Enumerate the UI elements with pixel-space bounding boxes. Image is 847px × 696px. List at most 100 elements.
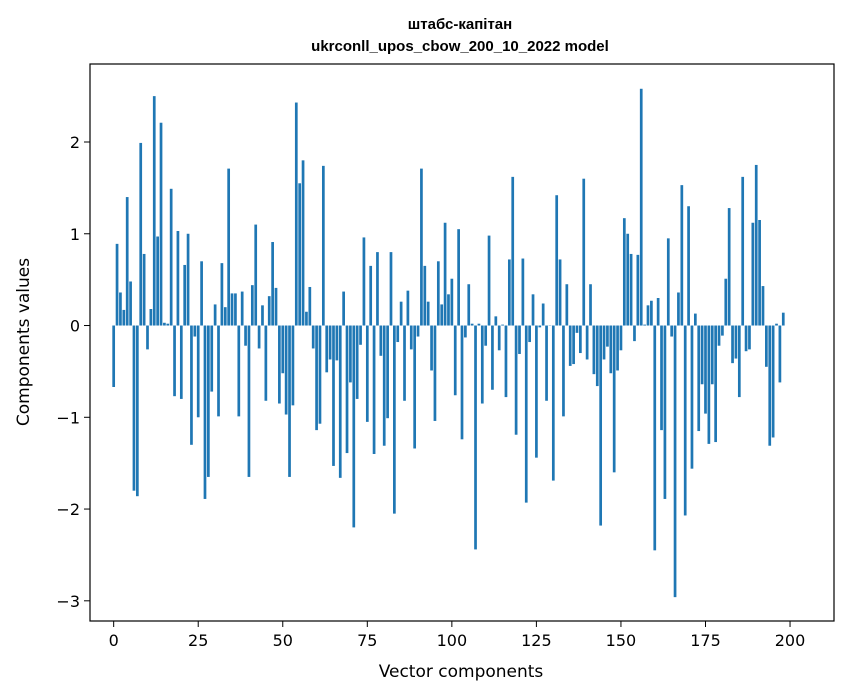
bar-158 <box>646 305 650 326</box>
bar-66 <box>335 325 339 361</box>
bar-10 <box>146 325 149 350</box>
x-tick-label: 125 <box>521 631 552 650</box>
bar-75 <box>365 325 369 422</box>
bar-194 <box>768 325 772 446</box>
bar-59 <box>311 325 315 349</box>
bar-186 <box>741 176 745 326</box>
y-tick-label: −1 <box>56 408 80 427</box>
bar-188 <box>748 325 751 350</box>
bar-26 <box>200 261 203 326</box>
bar-51 <box>284 325 288 415</box>
bar-147 <box>609 325 613 374</box>
bar-19 <box>176 231 180 326</box>
y-tick-label: 0 <box>70 317 80 336</box>
bar-130 <box>551 325 555 481</box>
bar-176 <box>707 325 711 444</box>
bar-31 <box>217 325 220 417</box>
bar-46 <box>267 296 271 326</box>
bar-80 <box>382 325 386 446</box>
chart-subtitle: ukrconll_upos_cbow_200_10_2022 model <box>311 38 609 55</box>
bar-17 <box>169 188 173 326</box>
bar-179 <box>717 325 721 346</box>
bar-165 <box>670 325 674 337</box>
bar-173 <box>697 325 701 432</box>
bar-141 <box>589 284 592 326</box>
bar-113 <box>494 316 498 326</box>
bar-5 <box>129 281 132 326</box>
bar-84 <box>396 325 400 343</box>
bar-74 <box>362 237 366 326</box>
bar-71 <box>352 325 356 528</box>
bar-136 <box>572 325 575 365</box>
x-tick-label: 75 <box>357 631 377 650</box>
bar-177 <box>710 325 714 385</box>
bar-197 <box>778 325 782 383</box>
bar-25 <box>196 325 200 418</box>
bar-30 <box>213 304 217 326</box>
x-tick-label: 25 <box>188 631 208 650</box>
bar-34 <box>227 168 231 326</box>
bar-97 <box>440 304 444 326</box>
bar-93 <box>426 301 430 326</box>
bar-137 <box>575 325 579 333</box>
bar-2 <box>119 292 122 326</box>
bar-68 <box>342 291 345 326</box>
bar-195 <box>771 325 775 438</box>
bar-37 <box>237 325 241 417</box>
bar-184 <box>734 325 738 359</box>
bar-58 <box>308 286 312 326</box>
bar-152 <box>626 233 630 326</box>
bar-81 <box>386 325 389 419</box>
bar-44 <box>261 305 264 326</box>
bar-115 <box>501 324 504 326</box>
bar-53 <box>291 325 295 406</box>
bar-83 <box>393 325 396 514</box>
bar-9 <box>142 253 146 326</box>
bar-135 <box>568 325 572 366</box>
bar-192 <box>761 286 765 326</box>
bar-170 <box>687 206 690 326</box>
bar-162 <box>660 325 663 431</box>
bar-144 <box>599 325 603 526</box>
x-tick-label: 100 <box>437 631 468 650</box>
bar-87 <box>406 290 410 326</box>
bar-118 <box>511 176 515 326</box>
bar-167 <box>677 292 680 326</box>
bar-139 <box>582 178 586 326</box>
bar-168 <box>680 185 684 326</box>
y-tick-label: −3 <box>56 592 80 611</box>
bar-99 <box>447 294 450 326</box>
bar-153 <box>629 253 633 326</box>
bar-142 <box>592 325 596 375</box>
bar-117 <box>507 259 511 326</box>
x-tick-label: 150 <box>606 631 637 650</box>
bar-132 <box>558 259 562 326</box>
x-tick-label: 200 <box>775 631 806 650</box>
bar-89 <box>413 325 417 449</box>
bar-88 <box>409 325 413 350</box>
bar-127 <box>541 303 545 326</box>
y-tick-label: 1 <box>70 225 80 244</box>
bar-45 <box>264 325 268 401</box>
y-tick-label: −2 <box>56 500 80 519</box>
bar-33 <box>223 307 227 326</box>
bar-145 <box>602 325 606 360</box>
bar-52 <box>288 325 291 477</box>
bar-183 <box>731 325 734 364</box>
bar-191 <box>758 220 761 326</box>
bar-29 <box>210 325 214 392</box>
bar-110 <box>484 325 488 346</box>
bar-8 <box>139 142 143 326</box>
bar-86 <box>403 325 406 401</box>
bars-group <box>112 88 785 598</box>
bar-72 <box>355 325 359 399</box>
bar-178 <box>714 325 717 443</box>
bar-122 <box>524 325 528 503</box>
bar-64 <box>328 325 332 360</box>
bar-164 <box>666 238 670 326</box>
bar-24 <box>193 325 197 337</box>
bar-154 <box>633 325 636 342</box>
bar-42 <box>254 224 258 326</box>
bar-189 <box>751 222 755 326</box>
bar-108 <box>477 323 481 326</box>
